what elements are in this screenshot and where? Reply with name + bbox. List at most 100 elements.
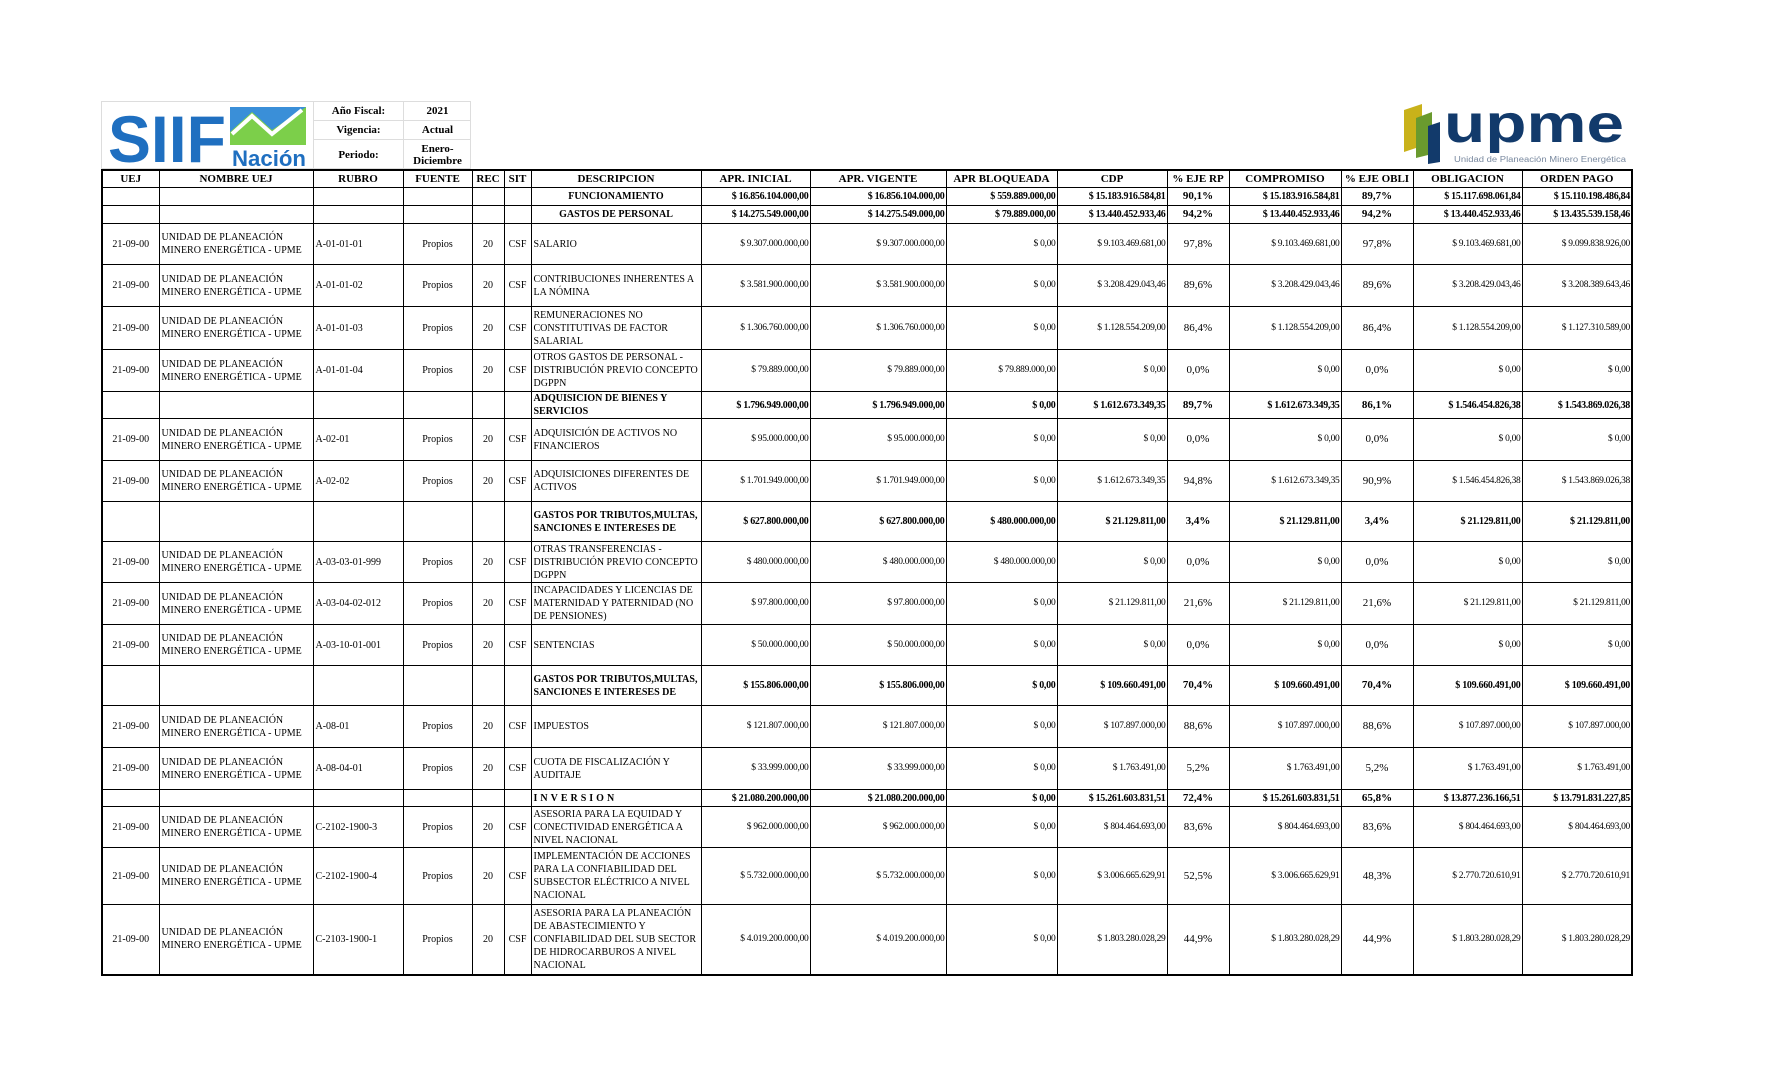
column-header-rec[interactable]: REC [471,169,505,188]
cell-descripcion: ASESORIA PARA LA PLANEACIÓN DE ABASTECIM… [530,904,702,975]
cell-rubro: A-01-01-01 [312,223,404,265]
column-header-obligacion[interactable]: OBLIGACION [1412,169,1523,188]
cell-apr-vigente: $ 1.796.949.000,00 [809,391,947,419]
cell-orden-pago: $ 21.129.811,00 [1521,582,1633,625]
cell-fuente [402,205,473,224]
cell-apr-bloqueada: $ 0,00 [945,418,1058,461]
cell-uej [101,391,160,419]
cell-apr-inicial: $ 480.000.000,00 [700,541,811,583]
cell-cdp: $ 21.129.811,00 [1056,582,1168,625]
cell-cdp: $ 0,00 [1056,541,1168,583]
cell-compromiso: $ 3.006.665.629,91 [1228,847,1342,905]
cell-sit: CSF [503,306,532,350]
cell-sit [503,665,532,706]
subtotal-row: GASTOS DE PERSONAL $ 14.275.549.000,00 $ 1… [101,205,1633,224]
column-header-cdp[interactable]: CDP [1056,169,1168,188]
cell-nombre-uej: UNIDAD DE PLANEACIÓN MINERO ENERGÉTICA -… [158,306,314,350]
cell-orden-pago: $ 1.127.310.589,00 [1521,306,1633,350]
table-row: 21-09-00 UNIDAD DE PLANEACIÓN MINERO ENER… [101,264,1633,307]
cell-apr-vigente: $ 16.856.104.000,00 [809,187,947,206]
cell-eje-rp: 70,4% [1166,665,1230,706]
cell-compromiso: $ 804.464.693,00 [1228,806,1342,848]
subtotal-row: ADQUISICION DE BIENES Y SERVICIOS $ 1.796… [101,391,1633,419]
table-row: 21-09-00 UNIDAD DE PLANEACIÓN MINERO ENER… [101,541,1633,583]
cell-uej [101,501,160,542]
cell-orden-pago: $ 0,00 [1521,349,1633,392]
cell-nombre-uej [158,789,314,807]
cell-apr-inicial: $ 79.889.000,00 [700,349,811,392]
cell-eje-obli: 44,9% [1340,904,1414,975]
cell-apr-inicial: $ 95.000.000,00 [700,418,811,461]
cell-compromiso: $ 1.763.491,00 [1228,747,1342,790]
cell-rubro: A-02-01 [312,418,404,461]
cell-eje-rp: 72,4% [1166,789,1230,807]
cell-uej: 21-09-00 [101,349,160,392]
cell-rec [471,501,505,542]
cell-apr-inicial: $ 121.807.000,00 [700,705,811,748]
cell-fuente: Propios [402,747,473,790]
cell-apr-inicial: $ 21.080.200.000,00 [700,789,811,807]
cell-sit [503,789,532,807]
cell-compromiso: $ 9.103.469.681,00 [1228,223,1342,265]
cell-compromiso: $ 21.129.811,00 [1228,501,1342,542]
cell-obligacion: $ 0,00 [1412,541,1523,583]
cell-apr-vigente: $ 1.701.949.000,00 [809,460,947,502]
column-header-descripcion[interactable]: DESCRIPCION [530,169,702,188]
cell-obligacion: $ 3.208.429.043,46 [1412,264,1523,307]
cell-cdp: $ 0,00 [1056,349,1168,392]
fiscal-year-label: Año Fiscal: [313,102,403,121]
cell-obligacion: $ 1.763.491,00 [1412,747,1523,790]
cell-eje-rp: 5,2% [1166,747,1230,790]
cell-obligacion: $ 2.770.720.610,91 [1412,847,1523,905]
siif-nacion-logo: SIIF Nación [108,102,306,170]
cell-nombre-uej: UNIDAD DE PLANEACIÓN MINERO ENERGÉTICA -… [158,460,314,502]
cell-compromiso: $ 21.129.811,00 [1228,582,1342,625]
column-header-eje-rp[interactable]: % EJE RP [1166,169,1230,188]
cell-rubro: A-02-02 [312,460,404,502]
cell-rec [471,665,505,706]
table-row: 21-09-00 UNIDAD DE PLANEACIÓN MINERO ENER… [101,747,1633,790]
cell-nombre-uej: UNIDAD DE PLANEACIÓN MINERO ENERGÉTICA -… [158,541,314,583]
cell-apr-bloqueada: $ 0,00 [945,789,1058,807]
column-header-uej[interactable]: UEJ [101,169,160,188]
column-header-apr-bloqueada[interactable]: APR BLOQUEADA [945,169,1058,188]
cell-obligacion: $ 21.129.811,00 [1412,501,1523,542]
cell-uej: 21-09-00 [101,264,160,307]
column-header-compromiso[interactable]: COMPROMISO [1228,169,1342,188]
cell-eje-obli: 83,6% [1340,806,1414,848]
column-header-rubro[interactable]: RUBRO [312,169,404,188]
cell-orden-pago: $ 3.208.389.643,46 [1521,264,1633,307]
cell-uej: 21-09-00 [101,806,160,848]
cell-descripcion: INCAPACIDADES Y LICENCIAS DE MATERNIDAD … [530,582,702,625]
cell-orden-pago: $ 13.791.831.227,85 [1521,789,1633,807]
column-header-nombre-uej[interactable]: NOMBRE UEJ [158,169,314,188]
column-header-eje-obli[interactable]: % EJE OBLI [1340,169,1414,188]
cell-rec [471,789,505,807]
cell-apr-bloqueada: $ 0,00 [945,904,1058,975]
cell-sit: CSF [503,460,532,502]
cell-eje-rp: 88,6% [1166,705,1230,748]
cell-rubro: A-03-03-01-999 [312,541,404,583]
cell-eje-obli: 21,6% [1340,582,1414,625]
cell-obligacion: $ 0,00 [1412,418,1523,461]
cell-rec: 20 [471,541,505,583]
cell-rec [471,391,505,419]
cell-rec: 20 [471,847,505,905]
cell-eje-obli: 5,2% [1340,747,1414,790]
cell-compromiso: $ 0,00 [1228,624,1342,666]
column-header-apr-vigente[interactable]: APR. VIGENTE [809,169,947,188]
column-header-fuente[interactable]: FUENTE [402,169,473,188]
cell-descripcion: IMPUESTOS [530,705,702,748]
cell-eje-obli: 0,0% [1340,349,1414,392]
cell-cdp: $ 109.660.491,00 [1056,665,1168,706]
column-header-orden-pago[interactable]: ORDEN PAGO [1521,169,1633,188]
cell-compromiso: $ 13.440.452.933,46 [1228,205,1342,224]
cell-apr-vigente: $ 79.889.000,00 [809,349,947,392]
cell-compromiso: $ 1.803.280.028,29 [1228,904,1342,975]
cell-uej: 21-09-00 [101,460,160,502]
column-header-sit[interactable]: SIT [503,169,532,188]
cell-sit [503,187,532,206]
table-row: 21-09-00 UNIDAD DE PLANEACIÓN MINERO ENER… [101,904,1633,975]
cell-fuente [402,187,473,206]
column-header-apr-inicial[interactable]: APR. INICIAL [700,169,811,188]
